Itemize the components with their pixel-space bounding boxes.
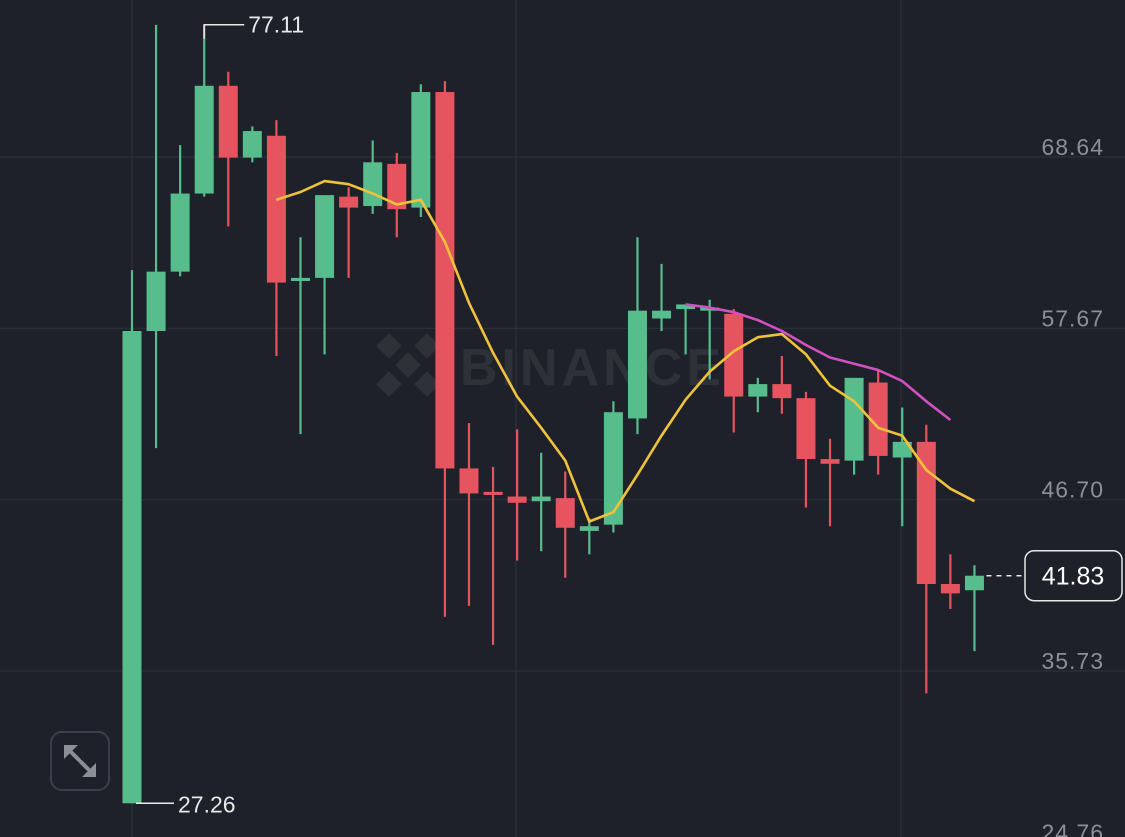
candle [748,377,768,413]
candle-body [531,496,551,502]
y-tick-label: 57.67 [1041,305,1104,331]
candle [266,120,286,356]
candle [507,429,527,561]
candle-body [748,384,768,397]
candle-body [266,135,286,283]
last-price-box [1024,549,1123,602]
candle [964,565,984,652]
candle-body [435,92,455,469]
candle [820,438,840,527]
candle [483,466,503,645]
candle [315,195,335,355]
candle [387,152,407,238]
y-tick-label: 68.64 [1041,134,1104,160]
candle [242,126,262,163]
candle-body [170,193,190,272]
candle [844,377,864,475]
candle [435,81,455,617]
candle [194,24,214,197]
candle [796,391,816,508]
candle-body [579,526,599,531]
candle-body [122,330,142,804]
last-price-label: 41.83 [1042,563,1105,591]
ma-short-line [275,179,976,523]
y-tick-label: 24.76 [1041,819,1104,837]
candle [146,24,166,449]
candle-body [868,382,888,456]
candle [411,84,431,217]
candle [676,304,696,355]
candle [122,270,142,804]
candle [940,554,960,609]
candle-body [844,377,864,461]
candle [892,407,912,527]
candle [218,71,238,227]
candles [122,24,984,804]
high-price-label: 77.11 [248,12,304,38]
expand-arrows-icon [64,745,96,777]
candle [555,471,575,578]
candle-body [507,496,527,503]
candle-body [700,307,720,311]
candle [170,145,190,277]
binance-watermark: BINANCE [376,333,725,397]
candle-body [555,498,575,528]
expand-chart-button[interactable] [50,731,110,791]
candle [772,355,792,414]
candle [652,263,672,331]
y-tick-label: 46.70 [1041,477,1104,503]
candle-body [387,163,407,210]
price-annotations: 77.11 27.26 41.83 [136,12,1123,817]
watermark-text: BINANCE [460,339,725,397]
candle-body [339,196,359,208]
candle-body [218,85,238,158]
ma-long-line [685,303,952,422]
candle [579,518,599,555]
candle-body [627,310,647,419]
candle [459,423,479,606]
candle [868,370,888,475]
candle-body [940,584,960,594]
candle [700,299,720,380]
candle-body [242,131,262,158]
candle-body [603,412,623,525]
candle-body [652,310,672,319]
candle [724,309,744,433]
candle-body [483,491,503,495]
high-marker-line [203,23,245,39]
candle-body [290,277,310,282]
candle-body [411,92,431,208]
candle [627,237,647,435]
candle [290,237,310,435]
low-price-label: 27.26 [178,791,236,817]
candle [531,452,551,552]
candle-body [916,441,936,585]
candle-body [820,459,840,464]
moving-average-lines [275,179,976,523]
candle-body [315,195,335,278]
candle-body [146,271,166,331]
candle-body [194,85,214,194]
y-axis-labels: 68.64 57.67 46.70 35.73 24.76 [1041,134,1104,837]
y-tick-label: 35.73 [1041,648,1104,674]
candle-body [796,398,816,460]
candle-body [772,384,792,399]
candle-body [724,313,744,397]
candle-body [363,162,383,207]
candle [339,187,359,278]
candle-body [459,468,479,494]
candle-body [964,575,984,591]
candle-body [676,304,696,310]
candle-body [892,441,912,458]
